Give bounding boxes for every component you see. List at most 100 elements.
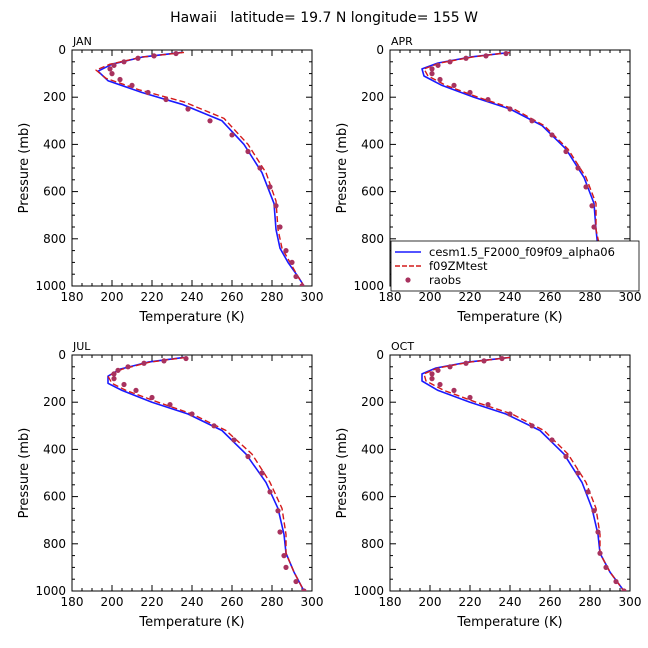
raobs-point bbox=[145, 89, 151, 96]
raobs-point bbox=[273, 203, 279, 209]
raobs-point bbox=[429, 66, 435, 72]
raobs-point bbox=[589, 203, 595, 209]
y-tick-label: 200 bbox=[361, 90, 384, 104]
raobs-point bbox=[111, 371, 117, 377]
x-tick-label: 180 bbox=[379, 290, 402, 304]
figure-title: Hawaii latitude= 19.7 N longitude= 155 W bbox=[170, 10, 478, 26]
raobs-point bbox=[167, 401, 173, 408]
y-tick-label: 400 bbox=[361, 137, 384, 151]
x-tick-label: 240 bbox=[181, 595, 204, 609]
raobs-point bbox=[117, 76, 123, 83]
raobs-point bbox=[451, 82, 457, 88]
y-axis-label: Pressure (mb) bbox=[335, 123, 350, 214]
raobs-point bbox=[277, 529, 283, 535]
test-line bbox=[423, 51, 619, 286]
x-tick-label: 240 bbox=[499, 290, 522, 304]
y-tick-label: 800 bbox=[43, 232, 66, 246]
panel-label: APR bbox=[391, 35, 413, 48]
x-tick-label: 220 bbox=[141, 595, 164, 609]
x-tick-label: 260 bbox=[539, 595, 562, 609]
raobs-point bbox=[125, 364, 131, 370]
raobs-point bbox=[211, 423, 217, 429]
raobs-point bbox=[121, 381, 127, 388]
y-tick-label: 600 bbox=[361, 490, 384, 504]
y-tick-label: 1000 bbox=[353, 584, 384, 598]
y-tick-label: 1000 bbox=[35, 279, 66, 293]
raobs-point bbox=[289, 259, 295, 265]
y-tick-label: 200 bbox=[43, 395, 66, 409]
test-line bbox=[423, 356, 625, 591]
raobs-point bbox=[597, 550, 603, 556]
x-axis-label: Temperature (K) bbox=[456, 310, 562, 325]
panel-jan: 180 200 220 240 260 280 300 0 200 400 600 800 1000 JA… bbox=[17, 35, 323, 325]
raobs-point bbox=[245, 148, 251, 155]
raobs-point bbox=[507, 106, 513, 112]
raobs-point bbox=[435, 367, 441, 373]
x-tick-label: 200 bbox=[419, 290, 442, 304]
x-tick-label: 240 bbox=[499, 595, 522, 609]
raobs-point bbox=[135, 55, 141, 61]
x-tick-label: 280 bbox=[579, 290, 602, 304]
model-line bbox=[421, 356, 625, 591]
raobs-point bbox=[299, 283, 305, 286]
raobs-point bbox=[173, 50, 179, 57]
test-line bbox=[95, 51, 305, 286]
raobs-point bbox=[121, 59, 127, 65]
x-tick-label: 300 bbox=[301, 595, 324, 609]
raobs-point bbox=[231, 437, 237, 443]
plot-frame bbox=[71, 49, 313, 287]
raobs-point bbox=[161, 358, 167, 364]
raobs-point bbox=[189, 411, 195, 417]
raobs-point bbox=[437, 76, 443, 83]
raobs-point bbox=[451, 387, 457, 393]
y-tick-label: 0 bbox=[376, 348, 384, 362]
raobs-point bbox=[591, 224, 597, 230]
raobs-point bbox=[549, 132, 555, 138]
y-tick-label: 400 bbox=[361, 442, 384, 456]
plot-frame bbox=[389, 354, 631, 592]
x-tick-label: 180 bbox=[61, 290, 84, 304]
raobs-point bbox=[257, 165, 263, 171]
panel-label: OCT bbox=[391, 340, 414, 353]
y-tick-label: 800 bbox=[43, 537, 66, 551]
series-group bbox=[95, 50, 305, 286]
raobs-point bbox=[485, 96, 491, 103]
raobs-point bbox=[447, 59, 453, 65]
x-tick-label: 200 bbox=[101, 595, 124, 609]
x-tick-label: 220 bbox=[459, 595, 482, 609]
raobs-point bbox=[467, 394, 473, 401]
y-tick-label: 0 bbox=[58, 348, 66, 362]
raobs-point bbox=[293, 273, 299, 280]
raobs-point bbox=[163, 96, 169, 103]
raobs-point bbox=[585, 489, 591, 495]
raobs-point bbox=[463, 55, 469, 61]
y-axis-label: Pressure (mb) bbox=[17, 123, 32, 214]
raobs-point bbox=[111, 62, 117, 68]
x-tick-label: 280 bbox=[261, 290, 284, 304]
x-axis-label: Temperature (K) bbox=[138, 310, 244, 325]
y-tick-label: 1000 bbox=[35, 584, 66, 598]
y-tick-label: 0 bbox=[58, 43, 66, 57]
raobs-point bbox=[563, 453, 569, 460]
raobs-point bbox=[485, 401, 491, 408]
raobs-point bbox=[207, 118, 213, 124]
x-axis-label: Temperature (K) bbox=[138, 615, 244, 630]
y-tick-label: 600 bbox=[43, 185, 66, 199]
y-tick-label: 1000 bbox=[353, 279, 384, 293]
legend-box bbox=[390, 240, 640, 292]
legend-label: raobs bbox=[429, 273, 461, 287]
x-axis-label: Temperature (K) bbox=[456, 615, 562, 630]
x-tick-label: 220 bbox=[141, 290, 164, 304]
raobs-point bbox=[467, 89, 473, 96]
raobs-point bbox=[149, 394, 155, 401]
raobs-point bbox=[275, 508, 281, 514]
panel-label: JUL bbox=[72, 340, 91, 353]
panel-oct: 180 200 220 240 260 280 300 0 200 400 600 800 1000 OC… bbox=[335, 340, 641, 630]
raobs-point bbox=[301, 588, 307, 591]
raobs-point bbox=[575, 470, 581, 476]
raobs-point bbox=[267, 184, 273, 190]
raobs-point bbox=[595, 529, 601, 535]
x-tick-label: 300 bbox=[301, 290, 324, 304]
legend-marker bbox=[405, 277, 411, 283]
